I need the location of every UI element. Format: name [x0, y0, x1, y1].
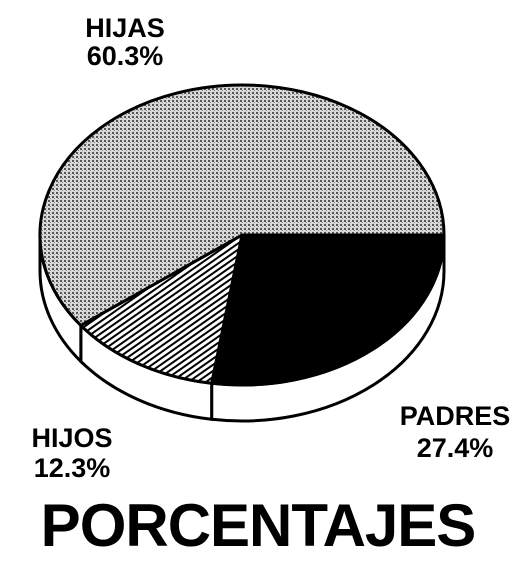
slice-label: PADRES — [400, 401, 511, 431]
chart-title: PORCENTAJES — [41, 492, 476, 559]
pie-slice — [79, 233, 244, 385]
pie-slice — [38, 83, 446, 327]
slice-label: HIJOS — [31, 423, 112, 453]
slice-label: HIJAS — [85, 13, 165, 43]
slice-value-label: 12.3% — [34, 453, 111, 483]
pie-slice — [210, 233, 446, 387]
slice-value-label: 27.4% — [417, 433, 494, 463]
pie — [38, 83, 446, 423]
slice-value-label: 60.3% — [87, 41, 164, 71]
